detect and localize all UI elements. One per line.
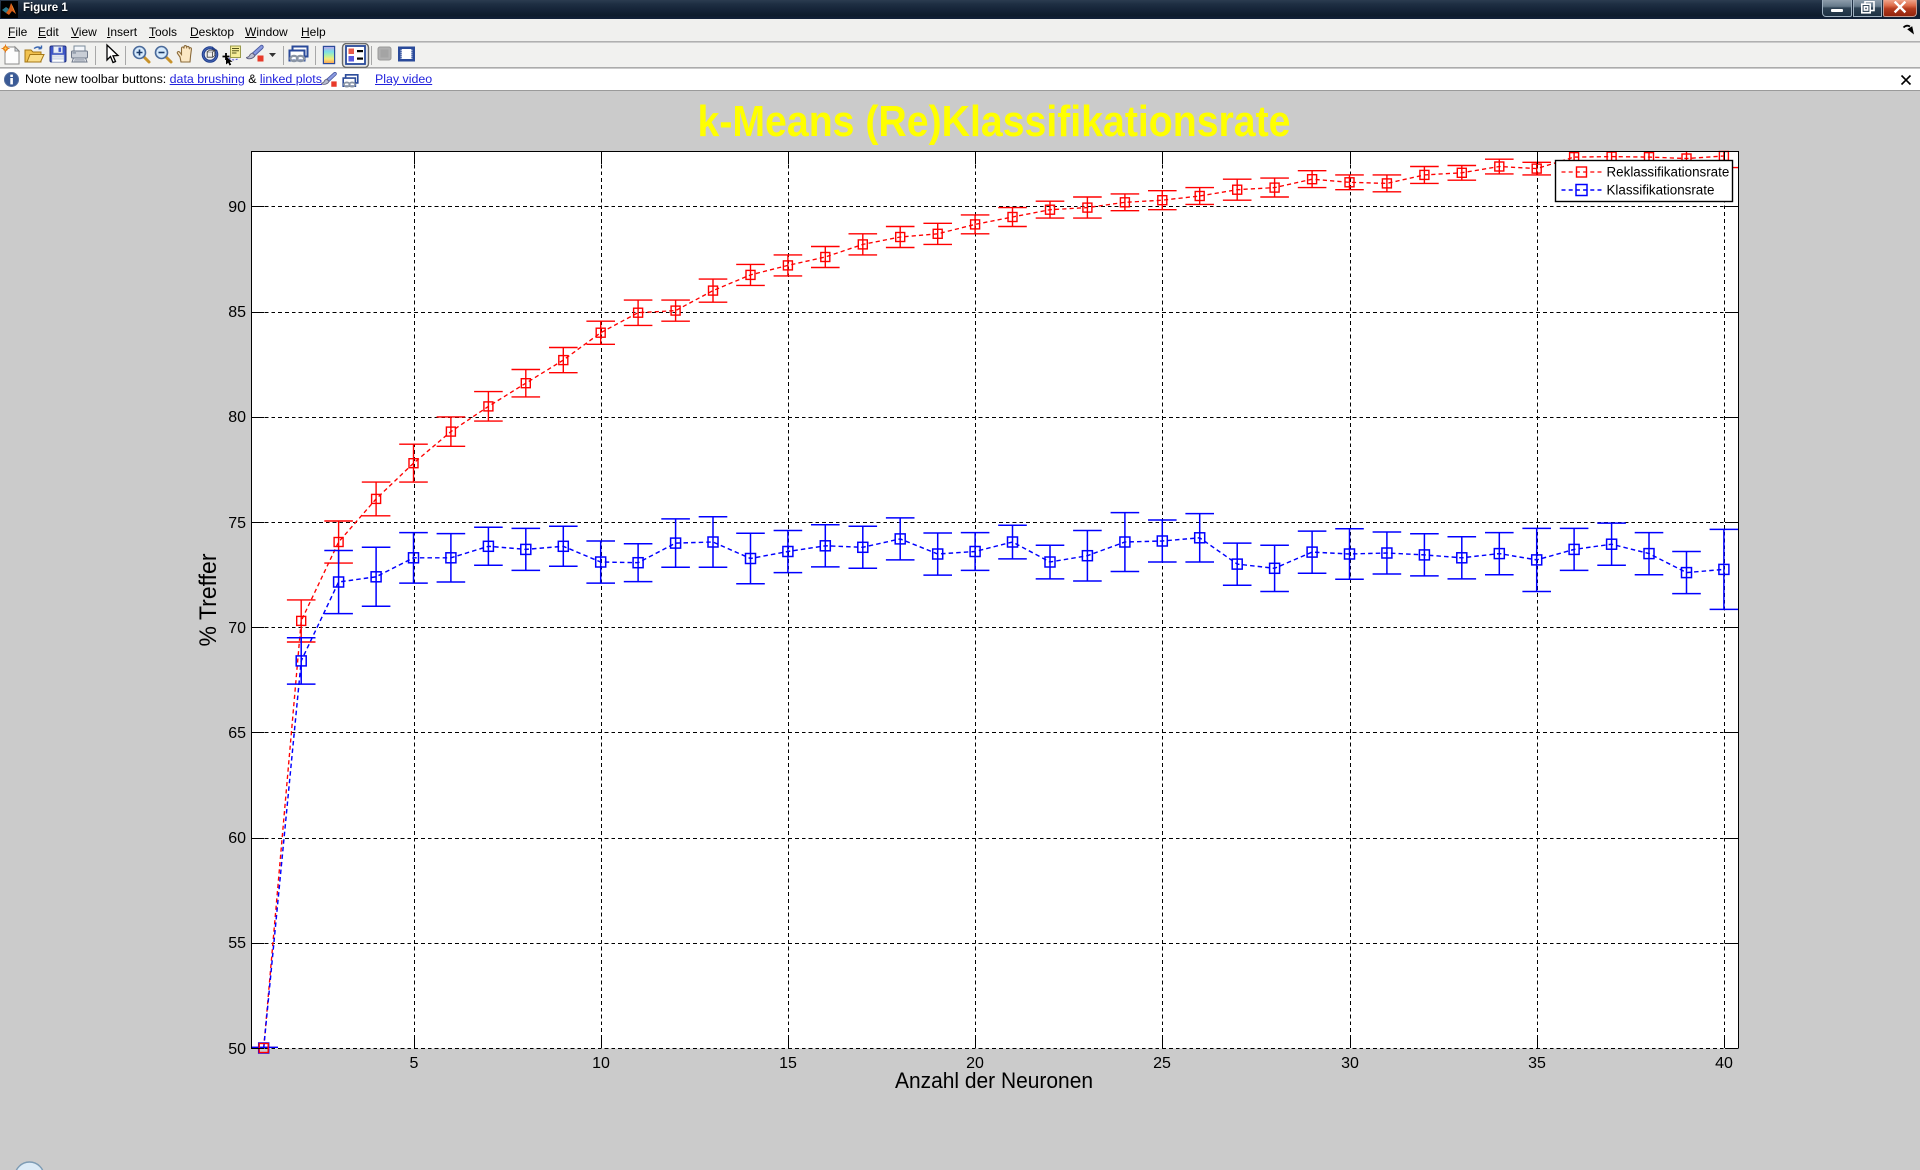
svg-text:Reklassifikationsrate: Reklassifikationsrate — [1607, 165, 1730, 180]
svg-text:35: 35 — [1528, 1055, 1546, 1072]
svg-text:90: 90 — [228, 199, 246, 216]
svg-text:Klassifikationsrate: Klassifikationsrate — [1607, 183, 1715, 198]
svg-text:85: 85 — [228, 304, 246, 321]
svg-text:25: 25 — [1153, 1055, 1171, 1072]
svg-text:20: 20 — [966, 1055, 984, 1072]
svg-text:30: 30 — [1341, 1055, 1359, 1072]
svg-text:50: 50 — [228, 1041, 246, 1058]
svg-text:k-Means (Re)Klassifikationsrat: k-Means (Re)Klassifikationsrate — [698, 97, 1291, 146]
svg-text:5: 5 — [410, 1055, 419, 1072]
svg-text:55: 55 — [228, 935, 246, 952]
svg-text:10: 10 — [592, 1055, 610, 1072]
svg-text:Anzahl der Neuronen: Anzahl der Neuronen — [895, 1068, 1093, 1093]
svg-text:80: 80 — [228, 409, 246, 426]
svg-text:% Treffer: % Treffer — [195, 554, 222, 647]
svg-text:65: 65 — [228, 725, 246, 742]
svg-text:60: 60 — [228, 830, 246, 847]
svg-text:40: 40 — [1715, 1055, 1733, 1072]
svg-text:15: 15 — [779, 1055, 797, 1072]
svg-text:70: 70 — [228, 620, 246, 637]
svg-text:75: 75 — [228, 515, 246, 532]
